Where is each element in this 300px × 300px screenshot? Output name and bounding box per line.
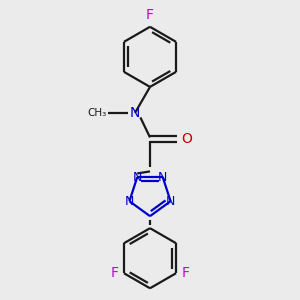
Text: O: O bbox=[182, 132, 192, 146]
Text: N: N bbox=[166, 195, 175, 208]
Text: F: F bbox=[146, 8, 154, 22]
Text: CH₃: CH₃ bbox=[87, 108, 106, 118]
Text: N: N bbox=[158, 170, 167, 184]
Text: N: N bbox=[130, 106, 140, 120]
Text: N: N bbox=[133, 170, 142, 184]
Text: F: F bbox=[111, 266, 119, 280]
Text: F: F bbox=[182, 266, 189, 280]
Text: N: N bbox=[125, 195, 134, 208]
